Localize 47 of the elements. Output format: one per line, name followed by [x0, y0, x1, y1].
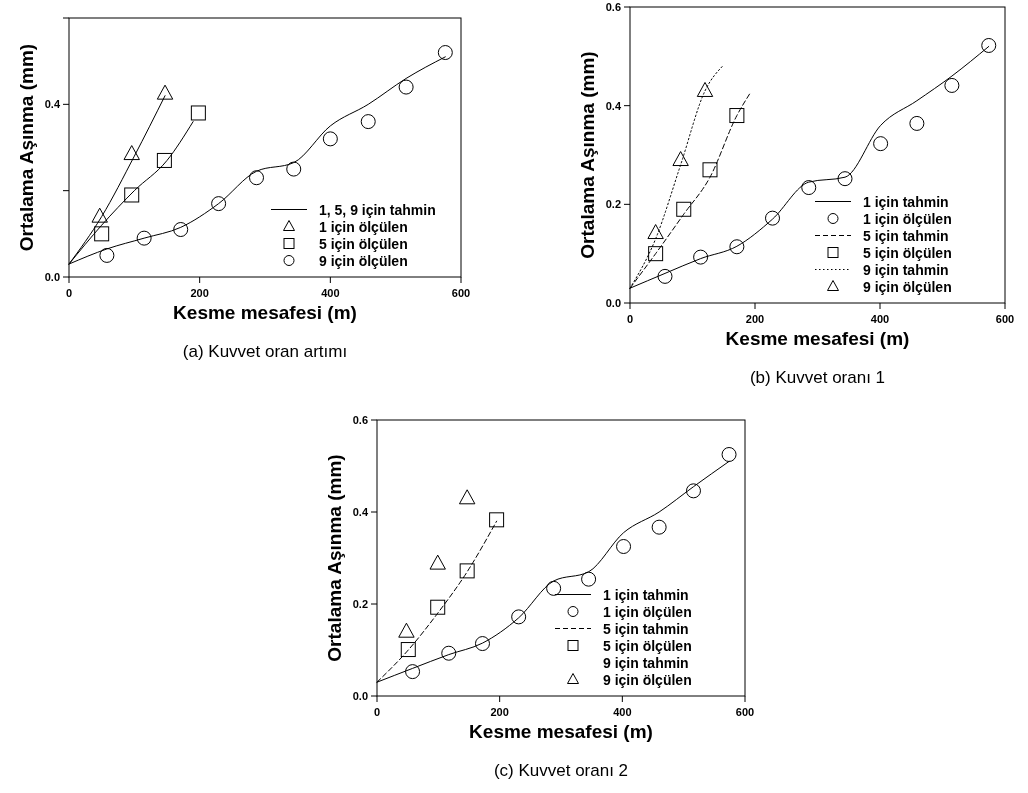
x-tick-label: 600	[995, 313, 1015, 325]
y-tick-label: 0.0	[605, 297, 621, 309]
legend-label: 9 için ölçülen	[319, 252, 408, 269]
legend-label: 9 için tahmin	[863, 261, 949, 278]
x-tick-label: 0	[373, 706, 381, 718]
y-axis-title: Ortalama Aşınma (mm)	[324, 454, 345, 662]
y-tick-label: 0.6	[352, 414, 368, 426]
x-tick-label: 200	[190, 287, 209, 299]
y-tick-label: 0.4	[605, 99, 622, 112]
x-tick-label: 0	[65, 287, 73, 299]
legend-label: 1 için tahmin	[603, 586, 689, 603]
x-tick-label: 600	[451, 287, 471, 299]
x-tick-label: 400	[613, 706, 632, 718]
x-tick-label: 600	[735, 706, 755, 718]
legend-label: 5 için ölçülen	[863, 244, 952, 261]
y-tick-label: 0.4	[352, 506, 369, 518]
x-axis-title: Kesme mesafesi (m)	[173, 302, 357, 323]
y-tick-label: 0.2	[605, 198, 621, 211]
y-axis-title: Ortalama Aşınma (mm)	[16, 43, 37, 252]
y-tick-label: 0.2	[352, 598, 368, 610]
legend-label: 5 için tahmin	[603, 620, 689, 637]
y-tick-label: 0.4	[44, 98, 61, 111]
text: (b) Kuvvet oranı 1	[749, 368, 886, 387]
legend-label: 5 için tahmin	[863, 227, 949, 244]
x-tick-label: 400	[321, 287, 340, 299]
legend-label: 1, 5, 9 için tahmin	[319, 201, 436, 218]
legend-label: 5 için ölçülen	[603, 637, 692, 654]
y-tick-label: 0.0	[352, 690, 368, 702]
legend-label: 9 için ölçülen	[863, 278, 952, 295]
y-tick-label: 0.6	[605, 1, 621, 13]
legend-label: 9 için ölçülen	[603, 671, 692, 688]
x-tick-label: 200	[745, 313, 765, 325]
legend-label: 1 için ölçülen	[603, 603, 692, 620]
legend-label: 5 için ölçülen	[319, 235, 408, 252]
x-tick-label: 0	[626, 313, 634, 325]
x-tick-label: 400	[870, 313, 890, 325]
text: (a) Kuvvet oran artımı	[182, 342, 348, 361]
y-axis-title: Ortalama Aşınma (mm)	[577, 51, 598, 259]
x-axis-title: Kesme mesafesi (m)	[469, 721, 653, 742]
x-tick-label: 200	[490, 706, 509, 718]
x-axis-title: Kesme mesafesi (m)	[725, 328, 910, 349]
legend-label: 1 için ölçülen	[863, 210, 952, 227]
legend-label: 1 için ölçülen	[319, 218, 408, 235]
legend-label: 9 için tahmin	[603, 654, 689, 671]
legend-label: 1 için tahmin	[863, 193, 949, 210]
text: (c) Kuvvet oranı 2	[493, 761, 629, 780]
y-tick-label: 0.0	[44, 271, 60, 283]
